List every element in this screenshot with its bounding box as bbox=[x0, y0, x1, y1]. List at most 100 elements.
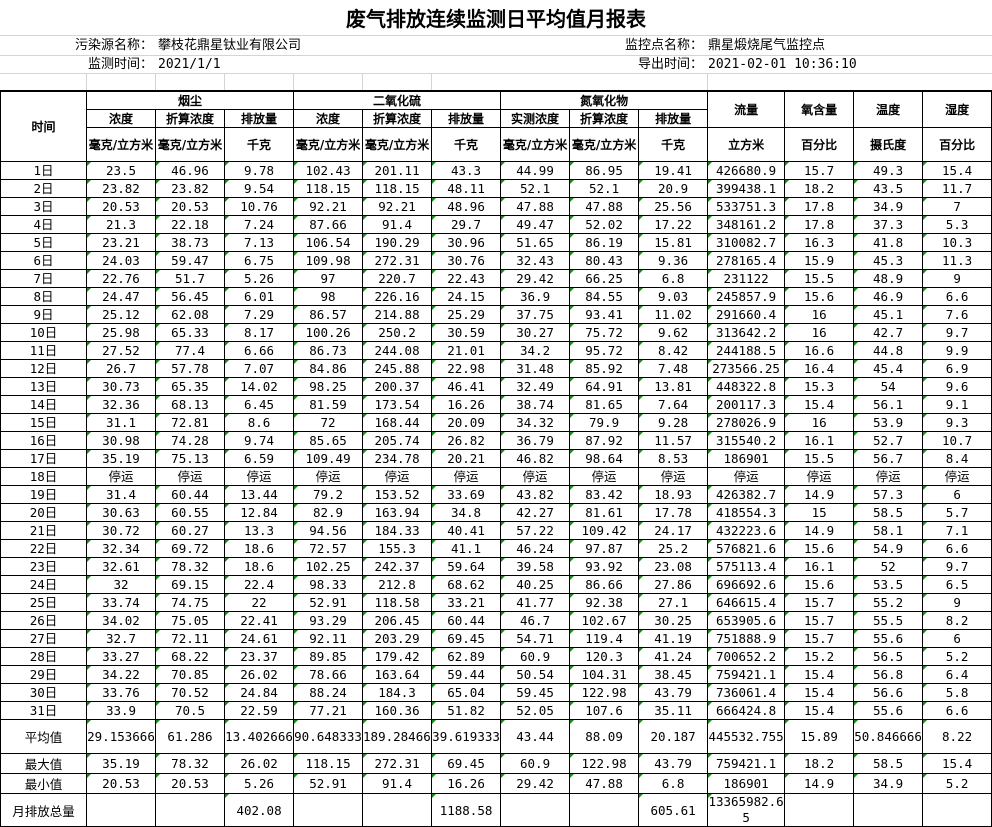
data-cell: 205.74 bbox=[362, 431, 433, 450]
table-row: 28日 33.27 68.22 23.37 89.85 179.42 62.89 60.9 12… bbox=[0, 647, 992, 666]
data-cell: 62.89 bbox=[431, 647, 502, 666]
row-date: 28日 bbox=[0, 647, 87, 666]
data-cell: 80.43 bbox=[569, 251, 640, 270]
data-cell: 56.6 bbox=[853, 683, 924, 702]
data-cell: 72 bbox=[293, 413, 364, 432]
data-cell: 23.5 bbox=[86, 161, 156, 180]
data-cell: 32 bbox=[86, 575, 156, 594]
table-row: 8日 24.47 56.45 6.01 98 226.16 24.15 36.9 84.55 9.… bbox=[0, 287, 992, 306]
data-cell: 69.45 bbox=[431, 629, 502, 648]
table-row: 10日 25.98 65.33 8.17 100.26 250.2 30.59 30.27 75… bbox=[0, 323, 992, 342]
export-label: 导出时间： bbox=[637, 57, 703, 72]
data-cell: 52.7 bbox=[853, 431, 924, 450]
header-unit: 毫克/立方米 bbox=[500, 127, 571, 162]
data-cell: 102.43 bbox=[293, 161, 364, 180]
data-cell: 16.1 bbox=[784, 557, 855, 576]
data-cell: 184.33 bbox=[362, 521, 433, 540]
summary-cell: 759421.1 bbox=[707, 753, 786, 774]
summary-cell: 15.4 bbox=[922, 753, 992, 774]
data-cell: 84.86 bbox=[293, 359, 364, 378]
data-cell: 52.02 bbox=[569, 215, 640, 234]
summary-cell: 50.846666 bbox=[853, 719, 924, 754]
header-oxygen: 氧含量 bbox=[784, 90, 855, 128]
data-cell: 88.24 bbox=[293, 683, 364, 702]
data-cell: 5.7 bbox=[922, 503, 992, 522]
data-cell: 30.27 bbox=[500, 323, 571, 342]
data-cell: 停运 bbox=[922, 467, 992, 486]
data-cell: 6.75 bbox=[223, 251, 295, 270]
row-date: 23日 bbox=[0, 557, 87, 576]
data-cell: 65.33 bbox=[155, 323, 225, 342]
data-cell: 18.2 bbox=[784, 179, 855, 198]
data-cell: 30.63 bbox=[86, 503, 156, 522]
data-cell: 92.38 bbox=[569, 593, 640, 612]
summary-cell: 88.09 bbox=[569, 719, 640, 754]
data-cell: 30.76 bbox=[431, 251, 502, 270]
data-cell: 86.95 bbox=[569, 161, 640, 180]
table-row: 18日 停运 停运 停运 停运 停运 停运 停运 停运 停运 停运 停运 停运 停运 bbox=[0, 467, 992, 486]
data-cell: 11.02 bbox=[638, 305, 709, 324]
summary-cell bbox=[784, 793, 855, 827]
data-cell: 97.87 bbox=[569, 539, 640, 558]
data-cell: 25.98 bbox=[86, 323, 156, 342]
data-cell: 82.9 bbox=[293, 503, 364, 522]
data-cell: 40.25 bbox=[500, 575, 571, 594]
data-cell: 78.66 bbox=[293, 665, 364, 684]
data-cell: 736061.4 bbox=[707, 683, 786, 702]
data-cell: 6.45 bbox=[223, 395, 295, 414]
row-date: 31日 bbox=[0, 701, 87, 720]
summary-cell: 14.9 bbox=[784, 773, 855, 794]
data-cell: 15.6 bbox=[784, 539, 855, 558]
data-cell: 38.74 bbox=[500, 395, 571, 414]
data-cell: 37.3 bbox=[853, 215, 924, 234]
header-group-so2: 二氧化硫 bbox=[293, 90, 502, 110]
data-cell: 399438.1 bbox=[707, 179, 786, 198]
summary-cell: 272.31 bbox=[362, 753, 433, 774]
data-cell: 18.6 bbox=[223, 539, 295, 558]
data-cell: 56.1 bbox=[853, 395, 924, 414]
data-cell: 9.28 bbox=[638, 413, 709, 432]
data-cell: 52.1 bbox=[569, 179, 640, 198]
data-cell: 120.3 bbox=[569, 647, 640, 666]
data-cell: 41.77 bbox=[500, 593, 571, 612]
data-cell: 45.4 bbox=[853, 359, 924, 378]
row-date: 3日 bbox=[0, 197, 87, 216]
header-sub: 浓度 bbox=[86, 109, 156, 128]
data-cell: 81.65 bbox=[569, 395, 640, 414]
data-cell: 31.48 bbox=[500, 359, 571, 378]
data-cell: 8.2 bbox=[922, 611, 992, 630]
data-cell: 13.3 bbox=[223, 521, 295, 540]
data-cell: 51.65 bbox=[500, 233, 571, 252]
data-cell: 10.76 bbox=[223, 197, 295, 216]
data-cell: 41.19 bbox=[638, 629, 709, 648]
summary-cell: 445532.755 bbox=[707, 719, 786, 754]
row-date: 26日 bbox=[0, 611, 87, 630]
data-cell: 9.36 bbox=[638, 251, 709, 270]
data-cell: 78.32 bbox=[155, 557, 225, 576]
data-cell: 56.5 bbox=[853, 647, 924, 666]
data-cell: 81.61 bbox=[569, 503, 640, 522]
row-date: 8日 bbox=[0, 287, 87, 306]
summary-cell: 58.5 bbox=[853, 753, 924, 774]
data-cell: 43.3 bbox=[431, 161, 502, 180]
data-cell: 46.41 bbox=[431, 377, 502, 396]
data-cell: 停运 bbox=[784, 467, 855, 486]
row-date: 14日 bbox=[0, 395, 87, 414]
data-cell: 6 bbox=[922, 485, 992, 504]
data-cell: 533751.3 bbox=[707, 197, 786, 216]
data-cell: 25.29 bbox=[431, 305, 502, 324]
data-cell: 15.7 bbox=[784, 629, 855, 648]
summary-cell: 1188.58 bbox=[431, 793, 502, 827]
data-cell: 18.6 bbox=[223, 557, 295, 576]
table-row: 23日 32.61 78.32 18.6 102.25 242.37 59.64 39.58 9… bbox=[0, 557, 992, 576]
data-cell: 33.74 bbox=[86, 593, 156, 612]
data-cell: 9 bbox=[922, 593, 992, 612]
data-cell: 33.76 bbox=[86, 683, 156, 702]
data-cell: 30.96 bbox=[431, 233, 502, 252]
summary-cell bbox=[500, 793, 571, 827]
row-date: 6日 bbox=[0, 251, 87, 270]
data-cell: 9.54 bbox=[223, 179, 295, 198]
data-cell: 34.02 bbox=[86, 611, 156, 630]
data-cell: 25.12 bbox=[86, 305, 156, 324]
data-cell: 19.41 bbox=[638, 161, 709, 180]
